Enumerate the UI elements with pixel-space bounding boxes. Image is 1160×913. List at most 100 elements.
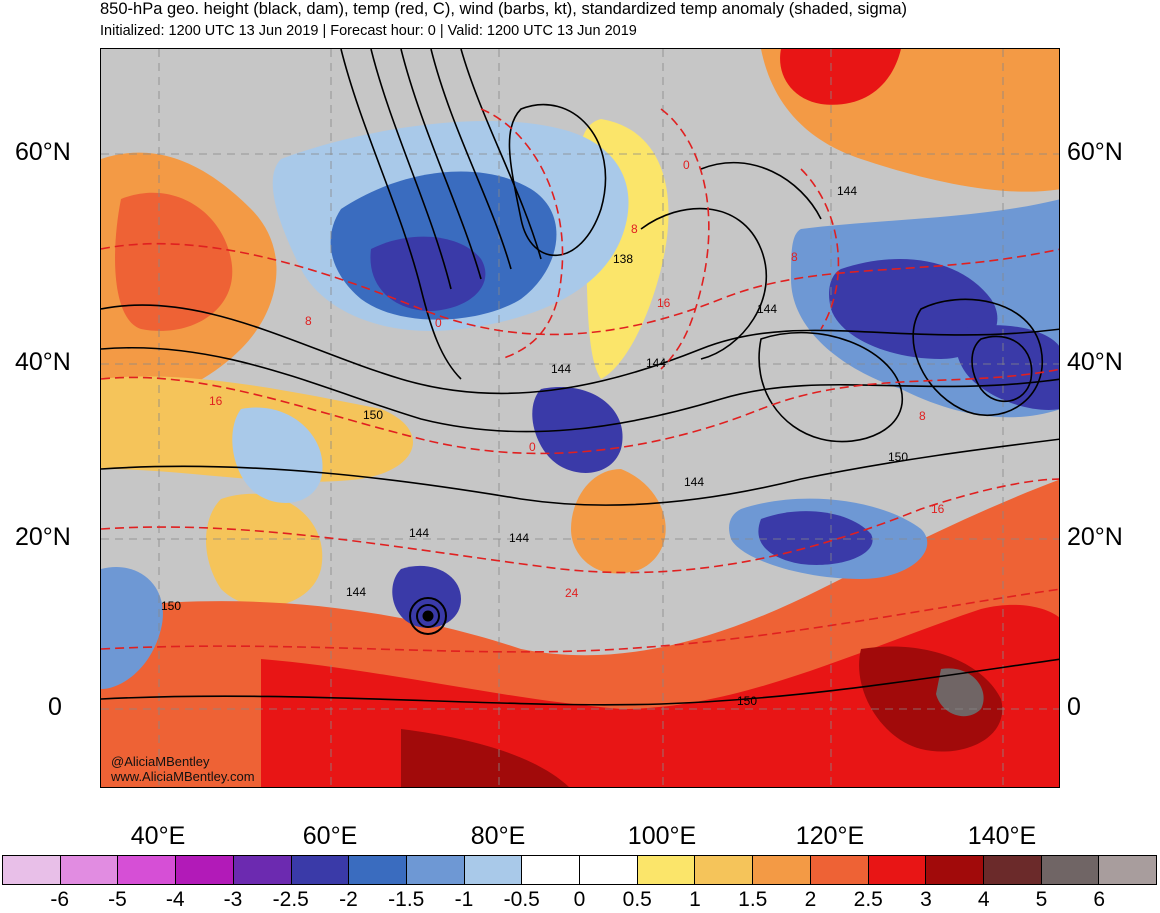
colorbar-swatch [753,856,811,884]
credit-twitter: @AliciaMBentley [111,754,210,769]
colorbar-tick-label: -6 [50,888,70,911]
anomaly-cool-caspian [232,407,323,503]
height-label: 144 [551,362,571,376]
graticule [101,49,1059,787]
colorbar-swatch [1099,856,1157,884]
colorbar-tick-label: -4 [165,888,185,911]
colorbar-tick-label: 1.5 [738,888,768,911]
colorbar-swatch [406,856,465,884]
anomaly-warm-indian-ocean [401,729,569,787]
lat-label-right: 40°N [1067,348,1123,376]
colorbar-tick-label: 2 [804,888,817,911]
map-title: 850-hPa geo. height (black, dam), temp (… [100,0,908,18]
height-label: 144 [684,475,704,489]
height-label: 144 [837,184,857,198]
temperature-labels: 0 0 8 8 8 16 16 16 24 8 0 [209,158,945,600]
lat-label-right: 20°N [1067,523,1123,551]
anomaly-warm-arabia [206,493,323,607]
map-subtitle: Initialized: 1200 UTC 13 Jun 2019 | Fore… [100,23,637,39]
lon-label: 80°E [470,822,526,850]
temperature-contours [101,108,1059,653]
anomaly-cool-east-africa [101,567,163,689]
colorbar-swatch [3,856,61,884]
height-contours [101,49,1059,706]
colorbar-tick-label: 3 [920,888,932,911]
lon-label: 120°E [795,822,865,850]
colorbar-tick-label: -3 [223,888,243,911]
temp-label: 8 [919,409,926,423]
lat-label-left: 0 [48,693,62,721]
colorbar-swatch [522,856,581,884]
colorbar-tick-label: -5 [108,888,127,911]
height-label: 144 [346,585,366,599]
colorbar-tick-label: -0.5 [503,888,540,911]
height-label: 138 [613,252,633,266]
colorbar-tick-label: -2.5 [272,888,309,911]
temp-label: 16 [209,394,223,408]
anomaly-warm-core-europe [115,192,233,331]
colorbar-swatch [868,856,927,884]
temp-label: 0 [529,440,536,454]
colorbar-swatch [580,856,638,884]
colorbar-swatch [926,856,984,884]
temp-label: 0 [435,316,442,330]
colorbar-swatch [810,856,869,884]
height-label: 144 [646,356,666,370]
temp-label: 16 [931,502,945,516]
height-label: 150 [737,694,757,708]
colorbar-swatch [291,856,350,884]
height-label: 144 [409,526,429,540]
height-label: 150 [363,408,383,422]
colorbar-tick-label: 0 [573,888,586,911]
colorbar-swatch [349,856,407,884]
credit-website: www.AliciaMBentley.com [111,769,255,784]
anomaly-warm-tibet [571,469,666,574]
height-label: 150 [161,599,181,613]
anomaly-cool-tibet-north [532,387,623,473]
temp-label: 0 [683,158,690,172]
colorbar-swatch [60,856,119,884]
colorbar-swatch [118,856,177,884]
colorbar-tick-label: 6 [1093,888,1106,911]
colorbar-tick-label: 4 [977,888,990,911]
temp-label: 8 [305,314,312,328]
height-labels: 144 138 144 144 150 144 150 144 144 144 … [161,184,908,708]
colorbar-tick-label: 1 [689,888,701,911]
anomaly-cool-japan-sea [955,325,1059,410]
temp-label: 8 [631,222,638,236]
colorbar-tick-label: 0.5 [622,888,652,911]
lon-label: 40°E [130,822,186,850]
height-label: 144 [757,302,777,316]
anomaly-cool-west-siberia-core [370,236,486,311]
colorbar-swatch [1041,856,1100,884]
colorbar-swatch [176,856,234,884]
temp-label: 16 [657,296,671,310]
colorbar-swatch [637,856,696,884]
map-graphic: 144 138 144 144 150 144 150 144 144 144 … [101,49,1059,787]
height-label: 150 [888,450,908,464]
colorbar-swatch [233,856,292,884]
anomaly-colorbar [2,855,1157,885]
lat-label-left: 20°N [15,523,71,551]
anomaly-warm-pacific-max [936,668,984,717]
temp-label: 24 [565,586,579,600]
weather-map: 144 138 144 144 150 144 150 144 144 144 … [100,48,1060,788]
anomaly-cool-south-china-core [758,511,873,565]
lat-label-right: 0 [1067,693,1081,721]
colorbar-swatch [464,856,523,884]
lon-label: 100°E [627,822,697,850]
colorbar-swatch [983,856,1042,884]
lat-label-right: 60°N [1067,138,1123,166]
temp-label: 8 [791,250,798,264]
colorbar-tick-label: 5 [1035,888,1048,911]
anomaly-warm-siberia-core [780,49,901,105]
lat-label-left: 40°N [15,348,71,376]
height-label: 144 [509,531,529,545]
colorbar-tick-label: 2.5 [853,888,883,911]
lat-label-left: 60°N [15,138,71,166]
colorbar-swatch [695,856,754,884]
colorbar-tick-label: -1 [454,888,474,911]
tropical-cyclone-marker [409,597,447,635]
lon-label: 140°E [967,822,1037,850]
anomaly-cool-northeast-china-core [829,259,998,359]
